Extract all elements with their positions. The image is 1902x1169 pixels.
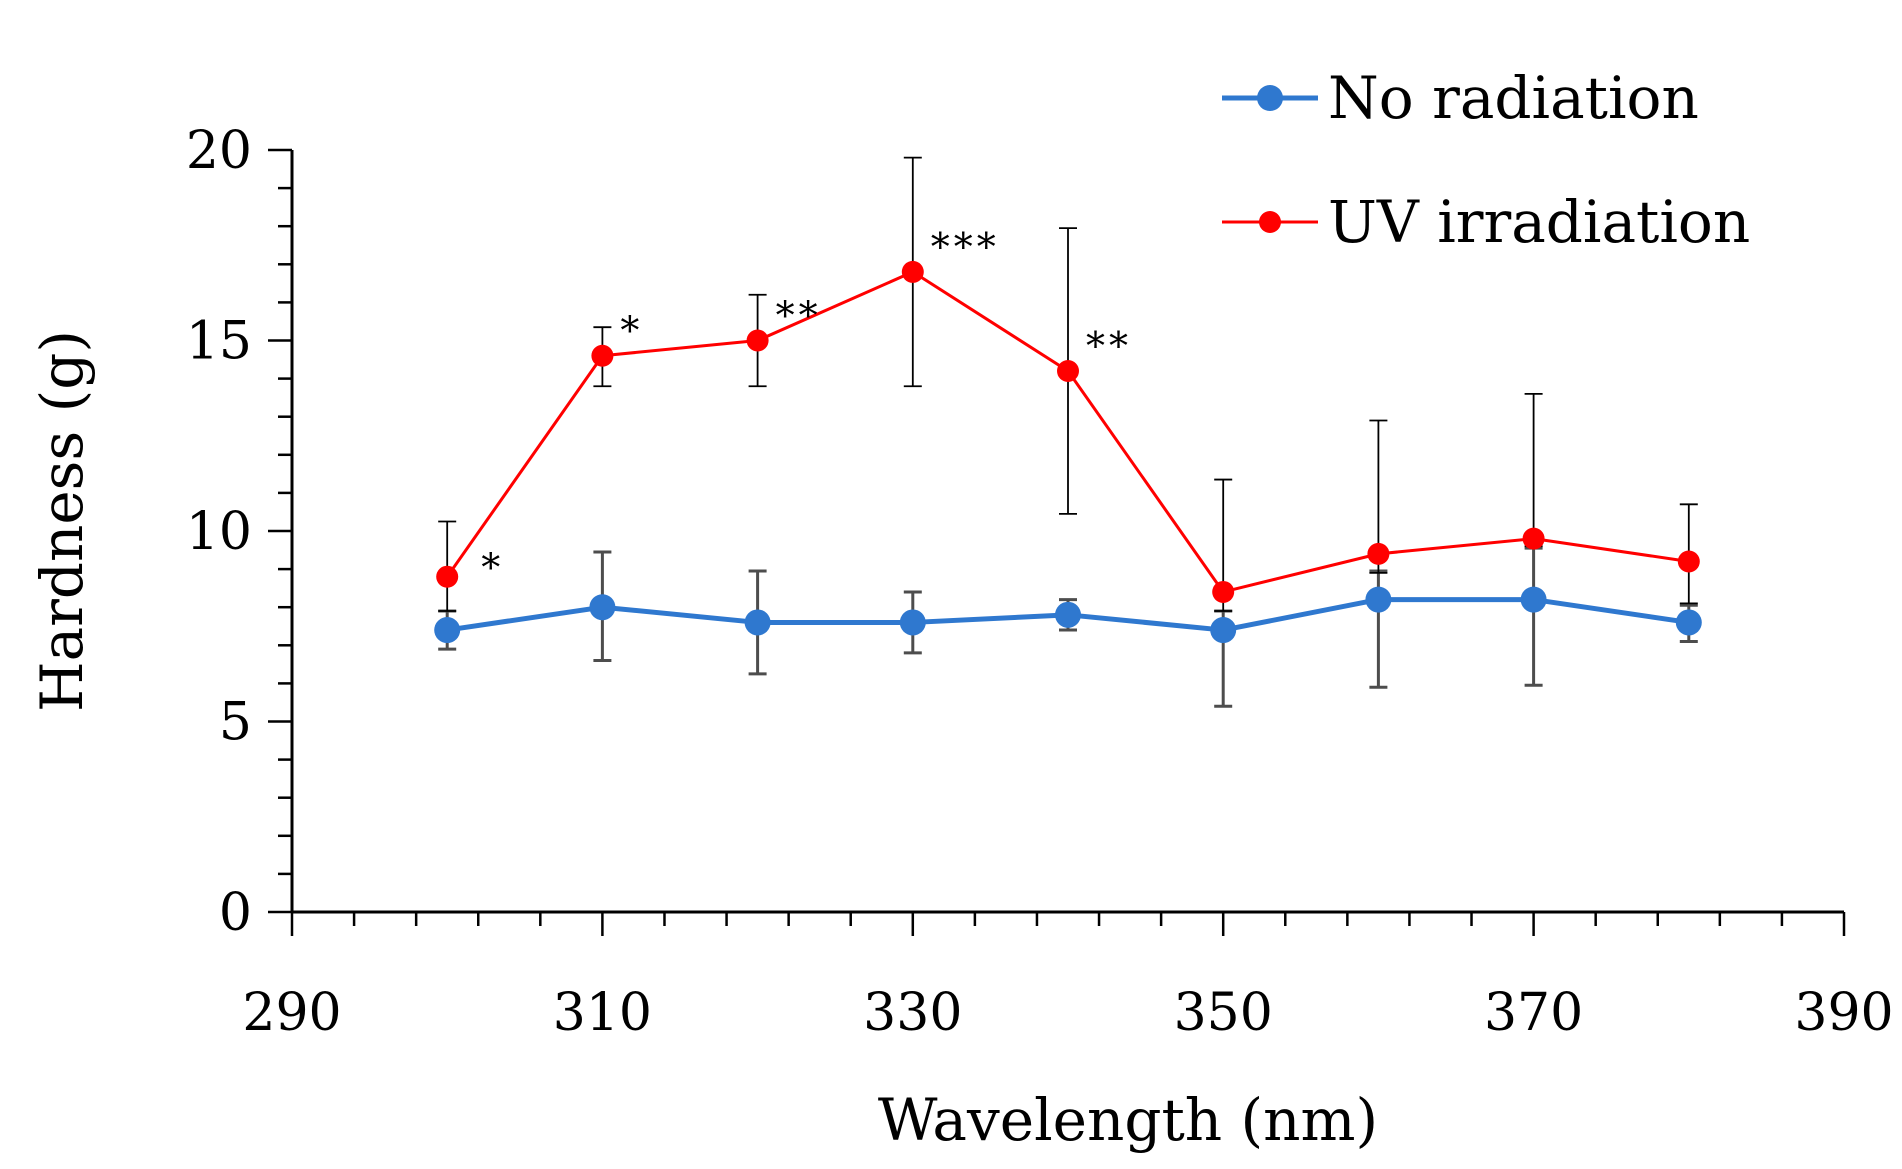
data-points xyxy=(434,260,1702,644)
legend-label: No radiation xyxy=(1328,64,1699,132)
data-point xyxy=(1520,586,1547,613)
data-point xyxy=(901,260,924,283)
data-point xyxy=(899,609,926,636)
data-point xyxy=(746,329,769,352)
data-point xyxy=(1367,542,1390,565)
data-point xyxy=(1210,617,1237,644)
data-point xyxy=(436,565,459,588)
x-axis-title: Wavelength (nm) xyxy=(878,1086,1378,1154)
axes: 0 5 10 15 20 290 310 330 350 370 390 Wavelength (nm… xyxy=(28,121,1894,1154)
data-point xyxy=(589,594,616,621)
x-tick-label: 310 xyxy=(553,983,652,1043)
x-tick-label: 390 xyxy=(1794,983,1893,1043)
data-point xyxy=(1055,601,1081,628)
data-point xyxy=(744,609,771,636)
legend-marker xyxy=(1259,211,1281,233)
significance-marker: * xyxy=(481,546,504,590)
x-tick-label: 350 xyxy=(1174,983,1273,1043)
data-point xyxy=(1212,580,1235,603)
y-tick-label: 15 xyxy=(186,312,252,372)
data-point xyxy=(1365,586,1392,613)
significance-marker: ** xyxy=(1086,324,1132,368)
legend-label: UV irradiation xyxy=(1328,188,1750,256)
y-tick-label: 0 xyxy=(219,883,252,943)
y-axis-title: Hardness (g) xyxy=(28,330,96,712)
y-tick-label: 10 xyxy=(186,502,252,562)
data-point xyxy=(1677,550,1700,573)
data-point xyxy=(434,617,461,644)
x-tick-label: 290 xyxy=(242,983,341,1043)
data-point xyxy=(591,344,614,367)
significance-marker: *** xyxy=(931,225,1000,269)
significance-annotations: ** ******* xyxy=(481,225,1132,590)
significance-marker: * xyxy=(620,309,643,353)
significance-marker: ** xyxy=(776,294,822,338)
y-tick-label: 5 xyxy=(219,693,252,753)
x-tick-label: 370 xyxy=(1484,983,1583,1043)
data-point xyxy=(1057,359,1079,382)
x-tick-label: 330 xyxy=(863,983,962,1043)
data-point xyxy=(1522,527,1545,550)
data-point xyxy=(1675,609,1702,636)
legend-marker xyxy=(1257,85,1283,111)
error-bars xyxy=(438,156,1698,708)
y-tick-label: 20 xyxy=(186,121,252,181)
legend: No radiation UV irradiation xyxy=(1222,64,1750,256)
